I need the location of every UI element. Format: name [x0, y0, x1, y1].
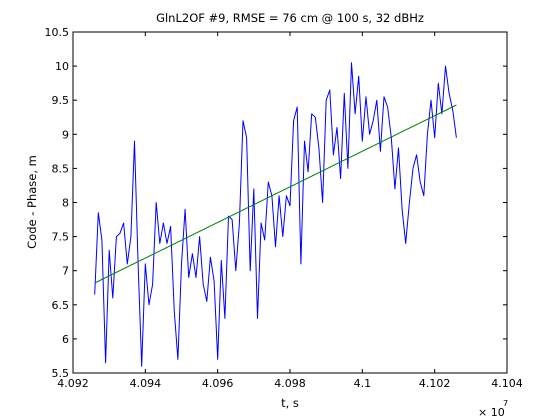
x-tick-label: 4.096 [202, 377, 234, 390]
y-tick-label: 7 [62, 265, 69, 278]
series-line-measurement [94, 62, 457, 367]
y-axis-label: Code - Phase, m [25, 155, 39, 249]
y-tick-label: 9.5 [52, 94, 70, 107]
x-tick-label: 4.104 [491, 377, 523, 390]
chart-title: GlnL2OF #9, RMSE = 76 cm @ 100 s, 32 dBH… [156, 11, 424, 25]
x-tick-label: 4.1 [354, 377, 372, 390]
y-tick-label: 9 [62, 128, 69, 141]
y-tick-label: 10.5 [45, 26, 70, 39]
y-tick-label: 7.5 [52, 231, 70, 244]
series-layer [94, 62, 457, 367]
y-tick-label: 6.5 [52, 299, 70, 312]
y-tick-label: 5.5 [52, 367, 70, 380]
x-exponent-power: 7 [503, 399, 508, 408]
x-tick-label: 4.094 [130, 377, 162, 390]
y-tick-label: 8.5 [52, 162, 70, 175]
x-axis-label: t, s [281, 396, 299, 410]
x-tick-label: 4.102 [419, 377, 451, 390]
x-exponent-base: × 10 [478, 406, 505, 419]
x-tick-label: 4.098 [274, 377, 306, 390]
y-tick-label: 6 [62, 333, 69, 346]
y-axis: 5.5 6 6.5 7 7.5 8 8.5 9 9.5 10 10.5 [45, 26, 507, 380]
y-tick-label: 10 [55, 60, 69, 73]
x-axis: 4.092 4.094 4.096 4.098 4.1 4.102 4.104 [57, 32, 523, 390]
y-tick-label: 8 [62, 197, 69, 210]
x-tick-label: 4.092 [57, 377, 89, 390]
series-line-trend [94, 104, 457, 284]
